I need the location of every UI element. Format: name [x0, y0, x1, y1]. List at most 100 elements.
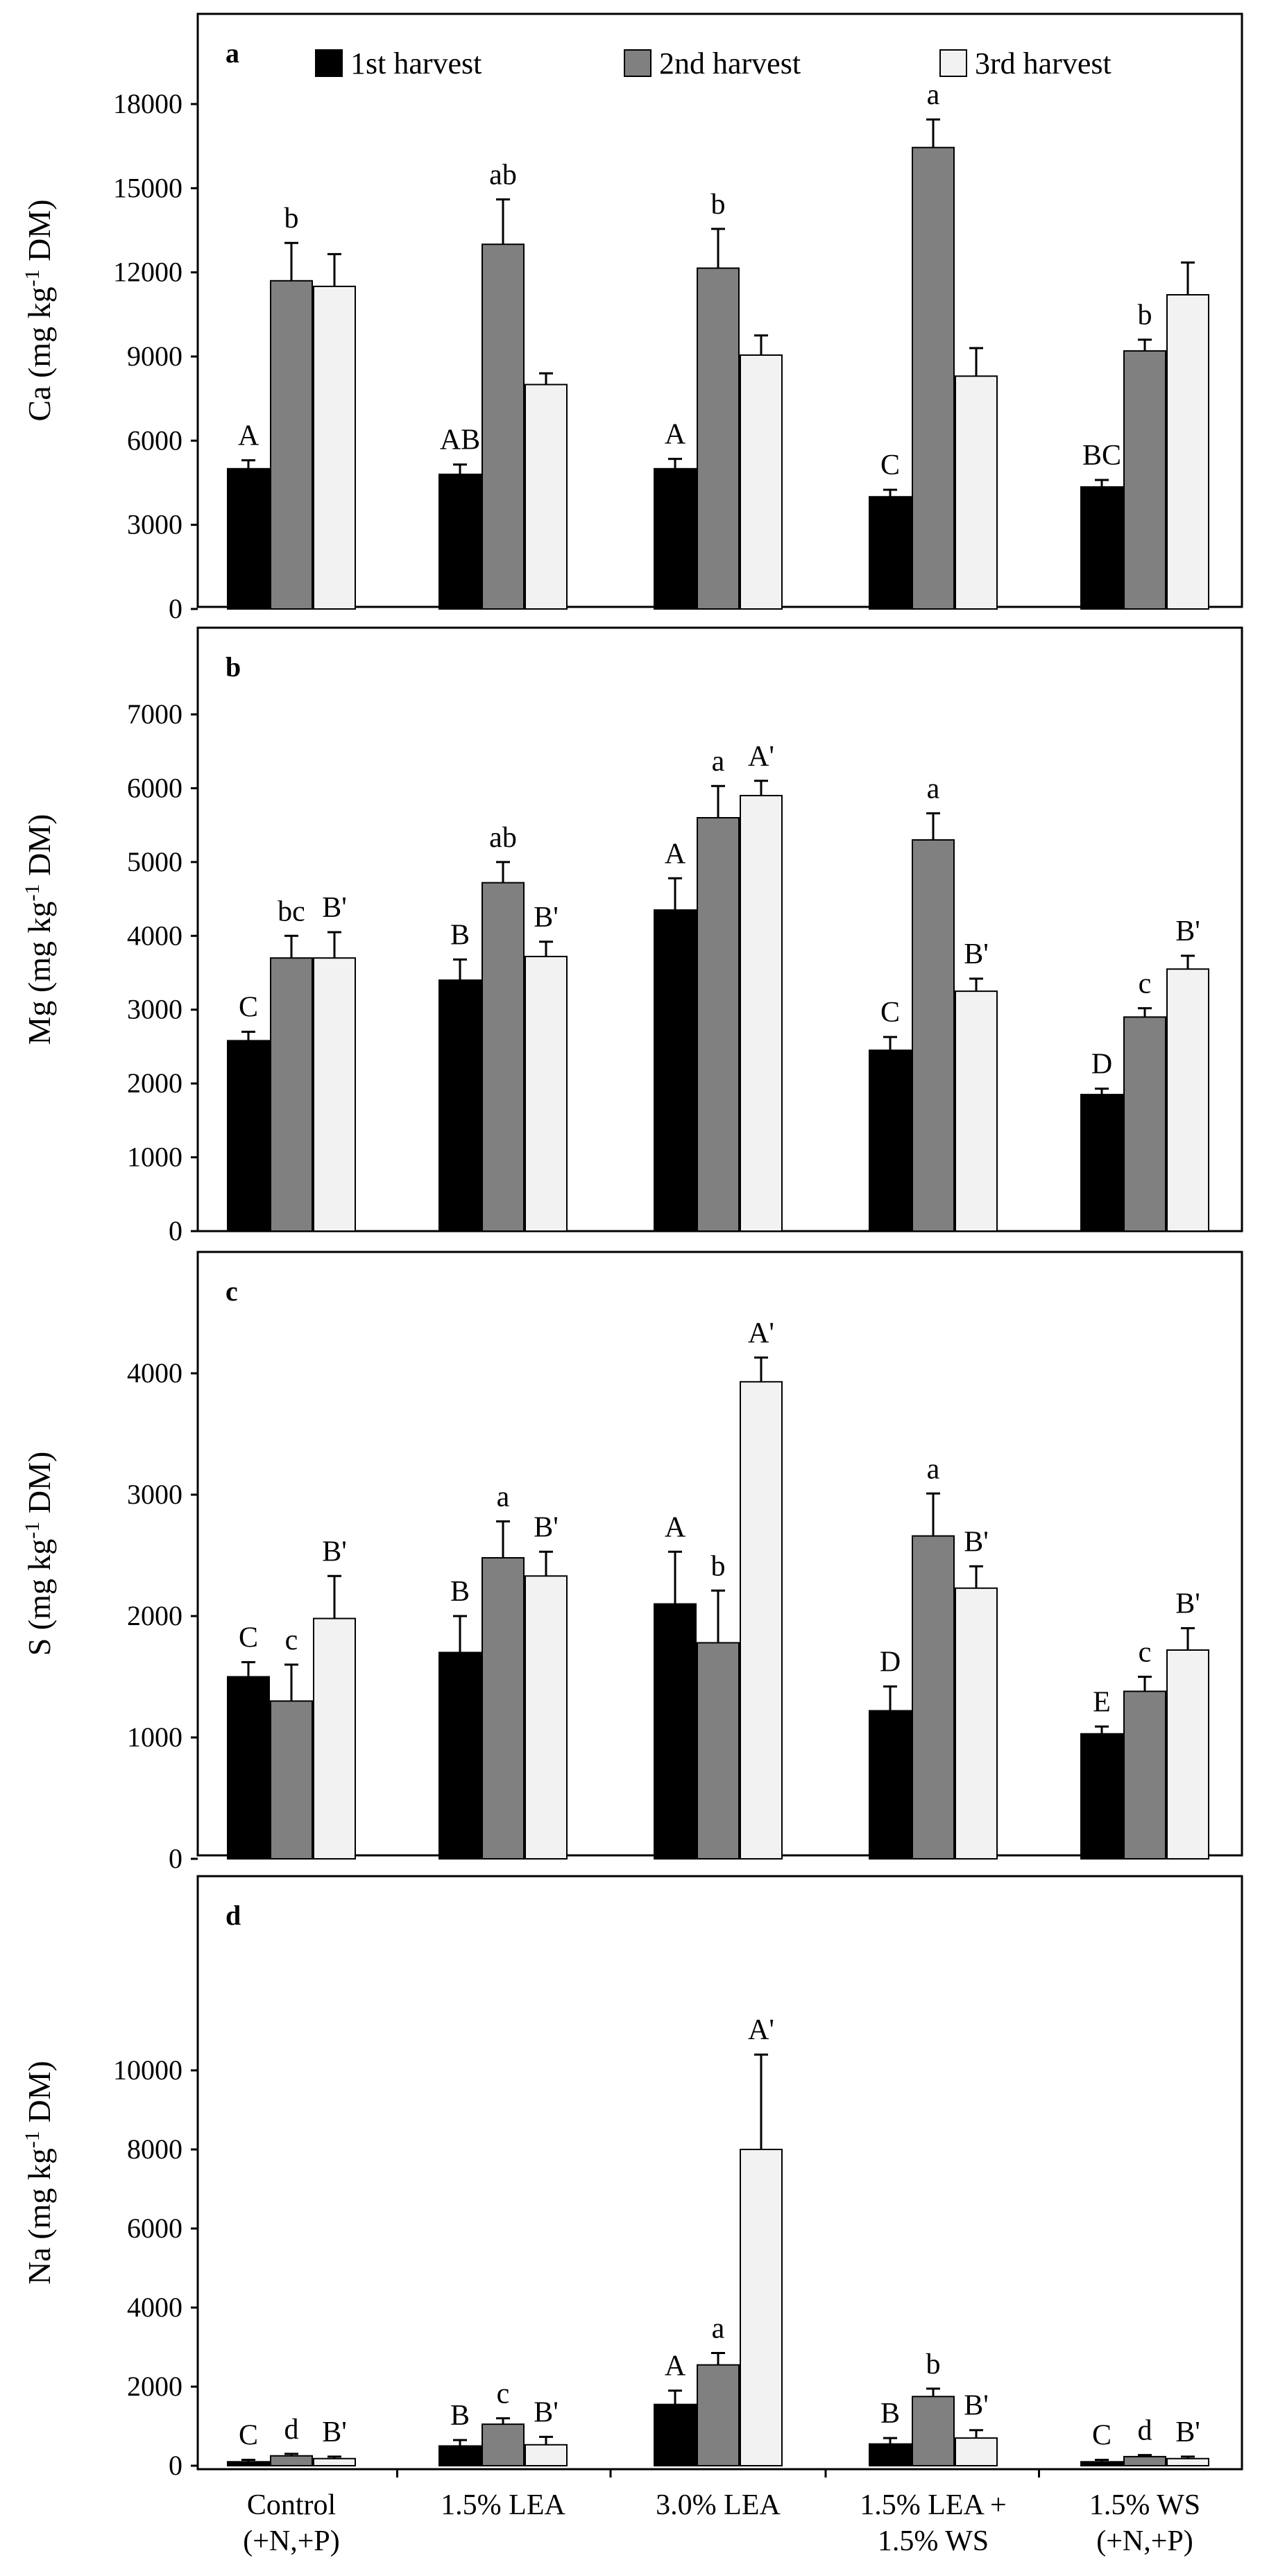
y-tick-label: 9000: [127, 341, 182, 372]
x-category-label: 1.5% LEA +: [860, 2489, 1007, 2521]
bar: [1166, 294, 1209, 610]
x-category-label: (+N,+P): [243, 2525, 340, 2557]
y-tick-label: 10000: [113, 2054, 182, 2086]
significance-label: c: [497, 2378, 510, 2410]
significance-label: B': [1175, 1588, 1200, 1620]
bar: [1080, 1094, 1123, 1233]
bar: [438, 473, 482, 610]
legend-swatch: [939, 49, 967, 77]
y-tick-label: 6000: [127, 772, 182, 803]
significance-label: C: [880, 997, 900, 1029]
x-category-label: 1.5% WS: [1089, 2489, 1200, 2521]
bar: [1080, 2461, 1123, 2467]
bar: [438, 2445, 482, 2466]
bar: [955, 1587, 998, 1860]
significance-label: c: [1139, 968, 1152, 1000]
panel-frame: [196, 1875, 1243, 2471]
bar: [438, 1651, 482, 1860]
bar: [525, 2444, 568, 2467]
panel-letter: c: [225, 1276, 238, 1307]
x-category-label: (+N,+P): [1096, 2525, 1193, 2557]
y-tick-label: 3000: [127, 509, 182, 540]
bar: [1166, 2457, 1209, 2466]
bar: [869, 2443, 912, 2466]
y-tick-label: 7000: [127, 698, 182, 730]
bar: [313, 957, 356, 1232]
bar: [697, 267, 740, 610]
significance-label: c: [1139, 1637, 1152, 1669]
y-tick-label: 5000: [127, 846, 182, 877]
legend-label: 3rd harvest: [975, 46, 1112, 80]
significance-label: b: [926, 2349, 941, 2380]
x-category-label: 3.0% LEA: [656, 2489, 781, 2521]
significance-label: a: [927, 773, 940, 805]
significance-label: C: [239, 1622, 258, 1654]
significance-label: B': [534, 902, 559, 934]
y-tick-label: 4000: [127, 2292, 182, 2323]
significance-label: C: [1092, 2419, 1112, 2451]
bar: [1123, 1690, 1166, 1860]
significance-label: a: [927, 79, 940, 111]
bar: [654, 909, 697, 1233]
significance-label: b: [284, 203, 299, 234]
bar: [438, 979, 482, 1232]
significance-label: C: [239, 992, 258, 1024]
bar: [912, 146, 955, 610]
legend-swatch: [624, 49, 651, 77]
significance-label: A: [238, 420, 259, 452]
significance-label: ab: [489, 822, 517, 854]
legend-swatch: [315, 49, 343, 77]
y-tick-label: 0: [169, 1215, 182, 1246]
significance-label: BC: [1082, 440, 1121, 472]
y-tick-label: 18000: [113, 88, 182, 119]
significance-label: E: [1093, 1686, 1111, 1718]
significance-label: AB: [440, 424, 480, 456]
x-category-label: Control: [247, 2489, 336, 2521]
bar: [482, 243, 525, 610]
bar: [869, 1710, 912, 1860]
bar: [955, 375, 998, 610]
significance-label: B': [1175, 2416, 1200, 2448]
panel-a: a 0 3000 6000 9000 12000 15000 18000 Ca (mg kg-1…: [21, 12, 1243, 624]
significance-label: d: [1138, 2415, 1152, 2447]
y-axis-label: Na (mg kg-1 DM): [21, 2061, 57, 2285]
significance-label: A': [748, 1317, 774, 1349]
panel-letter: a: [225, 37, 239, 69]
significance-label: D: [880, 1647, 901, 1678]
significance-label: B: [450, 1576, 470, 1608]
bar: [1123, 1016, 1166, 1233]
significance-label: B': [964, 1526, 989, 1558]
significance-label: A: [665, 1511, 686, 1543]
bar: [740, 1381, 783, 1860]
bar: [697, 817, 740, 1232]
panel-letter: d: [225, 1900, 241, 1931]
y-tick-label: 6000: [127, 424, 182, 456]
bar: [227, 467, 270, 610]
bar: [313, 285, 356, 610]
bar: [270, 280, 313, 610]
y-tick-label: 1000: [127, 1721, 182, 1753]
bar: [1123, 2455, 1166, 2466]
y-tick-label: 0: [169, 2450, 182, 2481]
bar: [740, 795, 783, 1232]
significance-label: B': [322, 1536, 347, 1568]
significance-label: ab: [489, 160, 517, 191]
bar: [270, 2455, 313, 2466]
significance-label: B': [322, 2416, 347, 2448]
bar: [482, 2423, 525, 2466]
significance-label: A: [665, 2351, 686, 2382]
y-axis-label: Mg (mg kg-1 DM): [21, 814, 57, 1045]
significance-label: B': [1175, 916, 1200, 947]
bar: [270, 1700, 313, 1860]
bar: [482, 882, 525, 1232]
y-tick-label: 0: [169, 1843, 182, 1874]
bar: [525, 1575, 568, 1860]
y-axis-label: Ca (mg kg-1 DM): [21, 199, 57, 421]
y-tick-label: 4000: [127, 1357, 182, 1389]
bar: [1123, 350, 1166, 610]
x-category-label: 1.5% LEA: [441, 2489, 565, 2521]
bar: [1080, 1733, 1123, 1860]
significance-label: b: [711, 1550, 726, 1582]
bar: [740, 2149, 783, 2466]
y-tick-label: 3000: [127, 994, 182, 1025]
